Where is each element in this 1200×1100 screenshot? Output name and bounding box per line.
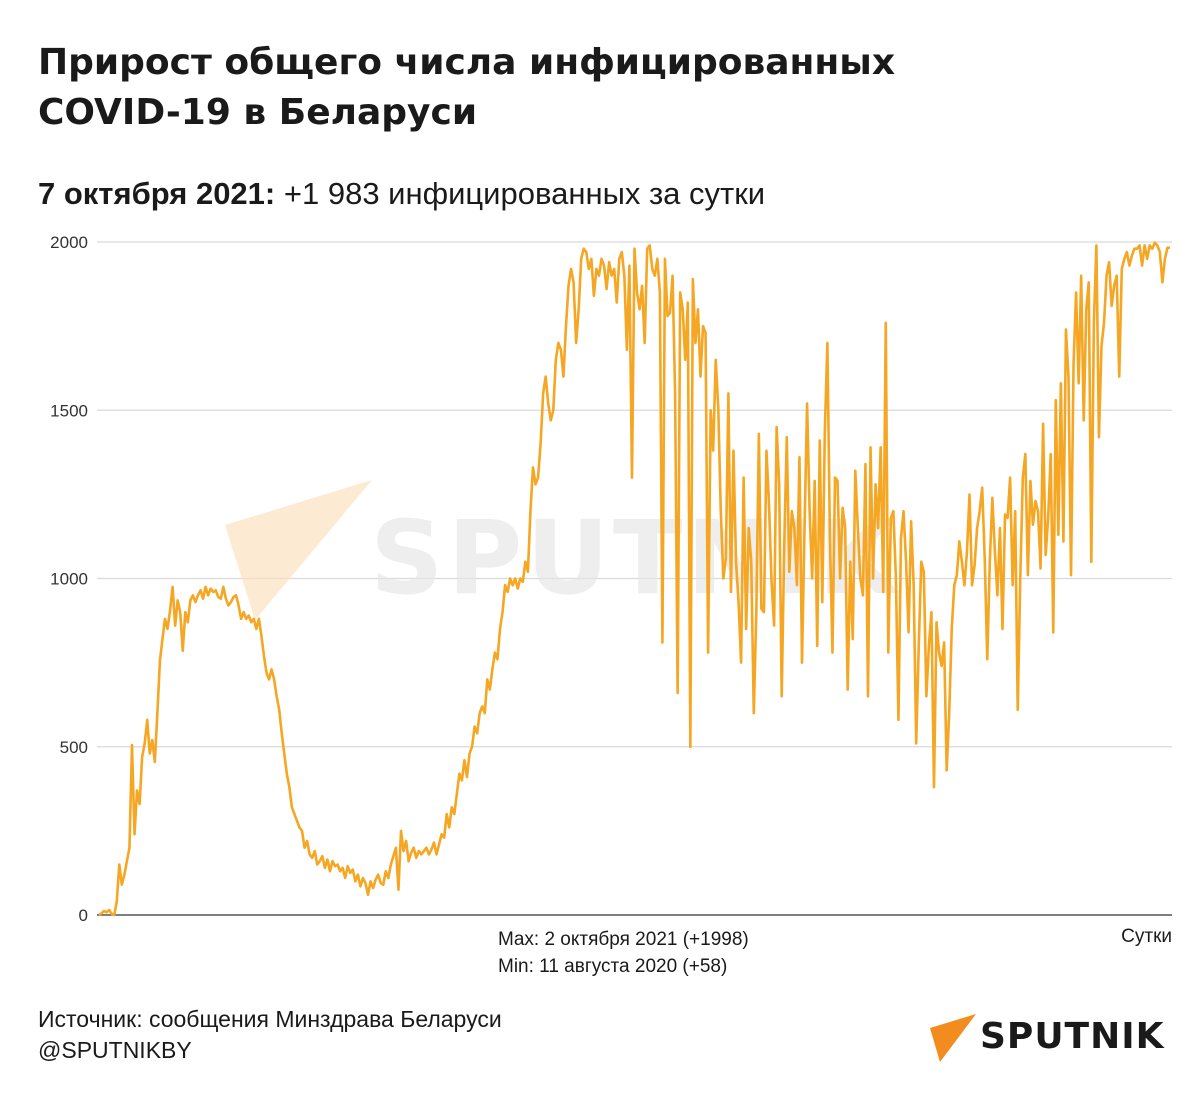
sputnik-arrow-icon [930, 1014, 976, 1062]
extremes-annotation: Max: 2 октября 2021 (+1998) Min: 11 авгу… [498, 926, 749, 980]
y-tick-label: 1000 [50, 570, 88, 589]
chart-subtitle: 7 октября 2021: +1 983 инфицированных за… [38, 176, 765, 212]
series-layer [98, 241, 1170, 917]
min-annotation: Min: 11 августа 2020 (+58) [498, 956, 728, 977]
y-tick-label: 500 [60, 738, 88, 757]
y-tick-label: 1500 [50, 401, 88, 420]
brand-text: SPUTNIK [980, 1016, 1165, 1057]
social-handle: @SPUTNIKBY [38, 1037, 192, 1063]
x-axis-label: Сутки [1121, 926, 1172, 947]
footer-source: Источник: сообщения Минздрава Беларуси @… [38, 1004, 502, 1066]
series-line [98, 241, 1170, 917]
max-annotation: Max: 2 октября 2021 (+1998) [498, 929, 749, 950]
brand-logo: SPUTNIK [928, 1010, 1168, 1066]
y-axis-ticks: 0 500 1000 1500 2000 [50, 233, 88, 925]
title-line-1: Прирост общего числа инфицированных [38, 42, 896, 83]
chart-title: Прирост общего числа инфицированных COVI… [38, 38, 1138, 138]
title-line-2: COVID-19 в Беларуси [38, 92, 478, 133]
subtitle-value: +1 983 инфицированных за сутки [283, 176, 766, 211]
watermark-arrow-icon [225, 480, 372, 620]
y-tick-label: 2000 [50, 233, 88, 252]
source-text: Источник: сообщения Минздрава Беларуси [38, 1006, 502, 1032]
y-tick-label: 0 [79, 906, 88, 925]
subtitle-date: 7 октября 2021: [38, 176, 276, 211]
